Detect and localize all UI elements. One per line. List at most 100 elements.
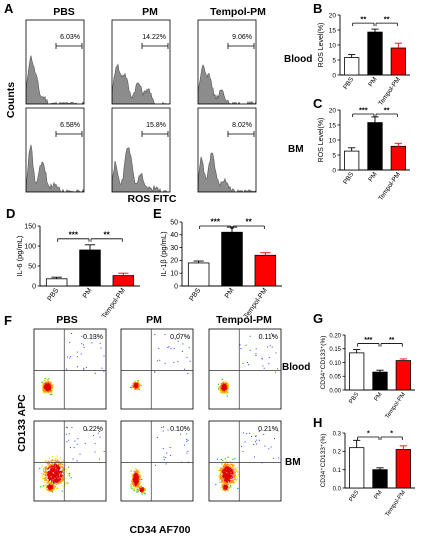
event-dot [47,391,49,393]
event-dot [138,482,140,484]
row-label-bm: BM [288,144,304,155]
event-dot [220,485,222,487]
event-dot [65,433,67,435]
event-dot [45,473,47,475]
event-dot [217,383,220,385]
event-dot [137,385,139,387]
event-dot [218,475,220,477]
event-dot [138,480,140,482]
event-dot [143,492,145,494]
event-dot [227,483,229,485]
event-dot [45,388,47,390]
event-dot [224,380,226,382]
plot-frame [25,107,85,193]
event-dot [223,488,225,490]
event-dot [48,479,50,481]
event-dot [44,389,46,391]
event-dot [225,474,227,476]
event-dot [55,470,57,472]
event-dot [40,486,42,488]
event-dot [134,486,136,488]
event-dot [45,387,47,389]
event-dot [235,478,237,480]
x-tick-label: Tempol-PM [377,76,402,107]
event-dot [68,466,70,468]
event-dot [222,472,224,474]
event-dot [227,474,229,476]
event-dot [67,356,69,358]
event-dot [142,491,145,493]
event-dot [222,459,224,462]
event-dot [137,471,139,473]
event-dot [134,481,136,483]
event-dot [59,478,61,480]
event-dot [221,386,223,388]
event-dot [224,465,226,467]
event-dot [137,381,139,383]
event-dot [132,476,134,478]
event-dot [48,386,50,388]
event-dot [61,485,63,487]
y-tick-label: 30 [170,245,178,252]
event-dot [139,488,141,490]
event-dot [226,467,228,469]
event-dot [62,471,65,474]
event-dot [49,388,51,390]
event-dot [222,479,224,481]
event-dot [43,388,46,390]
event-dot [225,474,227,476]
event-dot [227,478,229,480]
event-dot [61,461,63,463]
event-dot [221,463,223,465]
event-dot [226,475,228,477]
event-dot [141,479,143,481]
event-dot [135,468,137,470]
event-dot [130,484,133,486]
event-dot [74,440,76,442]
event-dot [47,482,49,485]
histogram-plot: 15.8% [111,107,171,193]
event-dot [221,387,223,389]
y-tick-label: 0.15 [329,347,341,353]
event-dot [229,471,231,473]
event-dot [52,386,54,388]
event-dot [226,387,228,389]
event-dot [133,483,135,485]
significance-label: ** [389,337,395,344]
event-dot [228,487,230,489]
event-dot [45,380,47,382]
event-dot [135,388,137,390]
event-dot [184,368,185,370]
event-dot [255,355,257,356]
event-dot [220,477,222,479]
event-dot [52,490,54,492]
event-dot [68,439,70,441]
event-dot [229,476,232,478]
event-dot [137,476,139,478]
event-dot [223,482,225,484]
event-dot [57,461,59,463]
event-dot [43,478,46,480]
event-dot [231,481,233,484]
event-dot [46,384,48,386]
event-dot [220,386,222,388]
event-dot [222,393,224,395]
histogram-plot: 9.06% [197,19,257,105]
event-dot [220,487,222,489]
y-tick-label: 0.05 [329,375,341,381]
event-dot [94,443,96,445]
event-dot [220,467,222,469]
event-dot [271,333,273,335]
event-dot [54,468,56,470]
event-dot [58,475,60,477]
x-tick-label: Tempol-PM [385,392,407,420]
event-dot [48,489,50,491]
event-dot [256,443,258,445]
event-dot [134,388,136,390]
y-tick-label: 20 [329,107,337,114]
event-dot [46,485,48,487]
event-dot [58,473,60,475]
event-dot [254,441,256,443]
event-dot [45,468,47,470]
